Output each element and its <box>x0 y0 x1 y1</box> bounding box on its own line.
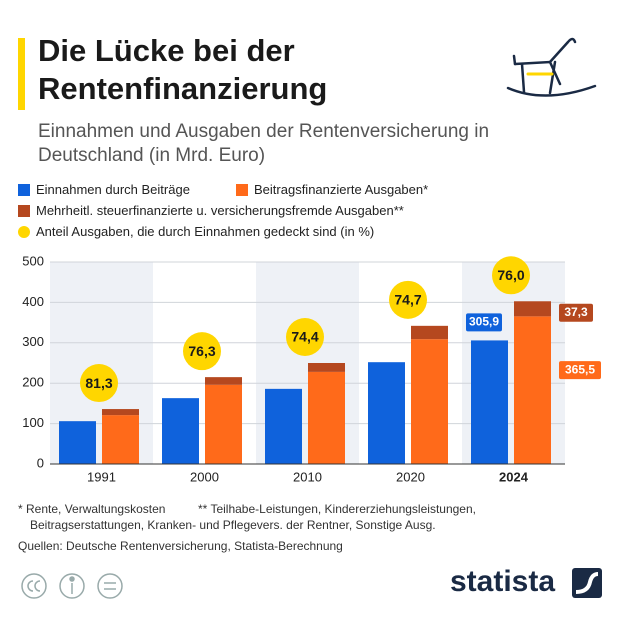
brand-logo: statista <box>450 565 555 598</box>
legend-item: Einnahmen durch Beiträge <box>18 182 190 197</box>
license-icons <box>21 573 123 599</box>
accent-bar <box>18 38 25 110</box>
coverage-label: 74,7 <box>394 292 421 308</box>
y-tick-label: 200 <box>22 375 44 390</box>
footnote: Beitragserstattungen, Kranken- und Pfleg… <box>30 518 436 532</box>
legend-swatch <box>236 183 248 196</box>
bar <box>368 362 405 464</box>
value-label: 305,9 <box>469 315 499 329</box>
coverage-marker <box>183 332 221 371</box>
bar <box>265 388 302 464</box>
coverage-marker <box>80 364 118 403</box>
coverage-label: 74,4 <box>291 329 318 345</box>
value-label-box <box>466 313 502 332</box>
x-tick-label: 2020 <box>396 469 425 484</box>
legend-item: Mehrheitl. steuerfinanzierte u. versiche… <box>18 203 404 218</box>
coverage-label: 76,0 <box>497 267 524 283</box>
x-tick-label: 2000 <box>190 469 219 484</box>
footnote: * Rente, Verwaltungskosten <box>18 502 166 516</box>
legend-item: Anteil Ausgaben, die durch Einnahmen ged… <box>18 224 374 239</box>
bar <box>471 340 508 464</box>
chart-subtitle: Einnahmen und Ausgaben der Rentenversich… <box>38 121 490 166</box>
chart-title: Die Lücke bei der Rentenfinanzierung <box>38 33 328 106</box>
bar <box>308 363 345 372</box>
bar <box>411 325 448 340</box>
x-tick-label: 2010 <box>293 469 322 484</box>
bar <box>102 415 139 464</box>
bar <box>102 409 139 416</box>
brand-mark <box>572 568 602 598</box>
legend-swatch <box>18 183 30 196</box>
legend-swatch <box>18 204 30 217</box>
y-tick-label: 500 <box>22 253 44 268</box>
bar <box>59 421 96 464</box>
bar <box>514 316 551 464</box>
value-label-box <box>559 361 601 380</box>
bar <box>162 398 199 464</box>
legend-label: Mehrheitl. steuerfinanzierte u. versiche… <box>36 203 404 218</box>
value-label: 37,3 <box>564 305 588 319</box>
source: Quellen: Deutsche Rentenversicherung, St… <box>18 539 343 553</box>
bar <box>411 339 448 464</box>
x-tick-label: 1991 <box>87 469 116 484</box>
x-tick-label: 2024 <box>499 469 529 484</box>
coverage-marker <box>286 318 324 356</box>
legend-swatch <box>18 225 30 238</box>
legend-label: Einnahmen durch Beiträge <box>36 182 190 197</box>
value-label: 365,5 <box>565 362 595 376</box>
value-label-box <box>559 303 593 322</box>
y-tick-label: 100 <box>22 415 44 430</box>
bar <box>205 384 242 464</box>
bar <box>205 377 242 385</box>
bar <box>308 371 345 464</box>
coverage-label: 76,3 <box>188 343 215 359</box>
footnote: ** Teilhabe-Leistungen, Kindererziehungs… <box>198 502 476 516</box>
y-tick-label: 400 <box>22 294 44 309</box>
coverage-marker <box>492 256 530 295</box>
chair-icon <box>506 37 597 97</box>
legend-label: Beitragsfinanzierte Ausgaben* <box>254 182 429 197</box>
bar <box>514 301 551 317</box>
legend-label: Anteil Ausgaben, die durch Einnahmen ged… <box>36 224 375 239</box>
y-tick-label: 0 <box>37 455 44 470</box>
y-tick-label: 300 <box>22 334 44 349</box>
coverage-label: 81,3 <box>85 375 112 391</box>
legend-item: Beitragsfinanzierte Ausgaben* <box>236 182 428 197</box>
coverage-marker <box>389 280 427 319</box>
